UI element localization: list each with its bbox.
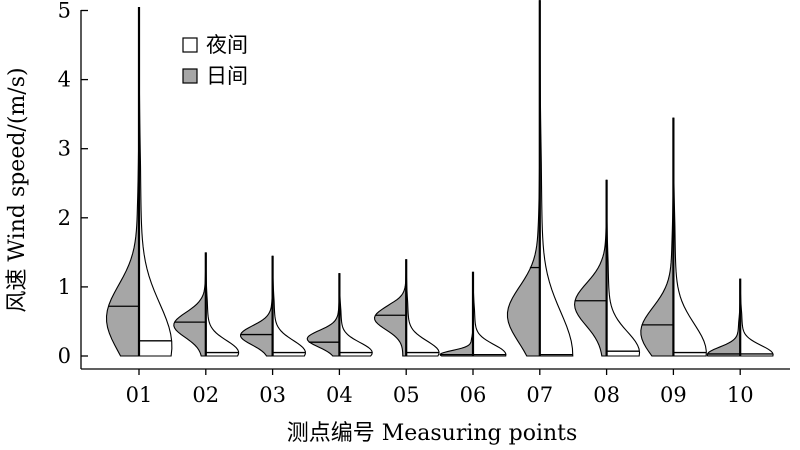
legend: 夜间 日间 [182, 33, 248, 88]
x-tick-label: 09 [660, 383, 687, 407]
y-tick-label: 1 [58, 275, 71, 299]
legend-label-night: 夜间 [206, 33, 248, 57]
violin-right-03 [272, 255, 306, 357]
violin-right-01 [138, 7, 173, 357]
violin-left-07 [506, 124, 541, 357]
y-tick-label: 4 [58, 68, 71, 92]
violin-left-06 [439, 324, 474, 357]
violin-right-07 [539, 0, 574, 357]
axes [80, 10, 790, 370]
violin-left-08 [574, 179, 608, 357]
violin-right-05 [405, 259, 440, 357]
violins [105, 0, 774, 357]
y-tick-label: 2 [58, 206, 71, 230]
violin-left-10 [706, 293, 741, 357]
y-tick-label: 5 [58, 0, 71, 23]
legend-label-day: 日间 [206, 64, 248, 88]
violin-left-01 [105, 83, 140, 357]
violin-right-06 [472, 271, 507, 357]
violin-right-04 [338, 273, 373, 357]
x-tick-label: 05 [393, 383, 420, 407]
x-tick-label: 08 [593, 383, 620, 407]
x-tick-label: 02 [192, 383, 219, 407]
violin-left-03 [239, 276, 274, 357]
x-tick-label: 10 [727, 383, 754, 407]
y-axis-title: 风速 Wind speed/(m/s) [5, 67, 30, 312]
violin-left-04 [306, 286, 340, 357]
x-ticks: 01 02 03 04 05 06 07 08 09 10 [126, 369, 754, 407]
x-tick-label: 06 [460, 383, 487, 407]
y-ticks: 0 1 2 3 4 5 [58, 0, 88, 368]
violin-right-08 [606, 183, 641, 357]
legend-swatch-day [182, 68, 198, 84]
x-axis-title: 测点编号 Measuring points [287, 421, 578, 446]
violin-left-05 [373, 259, 407, 357]
y-tick-label: 0 [58, 344, 71, 368]
x-tick-label: 01 [126, 383, 153, 407]
x-tick-label: 03 [259, 383, 286, 407]
violin-right-09 [672, 117, 707, 357]
x-tick-label: 07 [526, 383, 553, 407]
x-tick-label: 04 [326, 383, 353, 407]
violin-right-02 [205, 255, 240, 357]
legend-swatch-night [182, 37, 198, 53]
y-tick-label: 3 [58, 137, 71, 161]
violin-left-02 [173, 252, 207, 357]
violin-right-10 [739, 278, 774, 357]
